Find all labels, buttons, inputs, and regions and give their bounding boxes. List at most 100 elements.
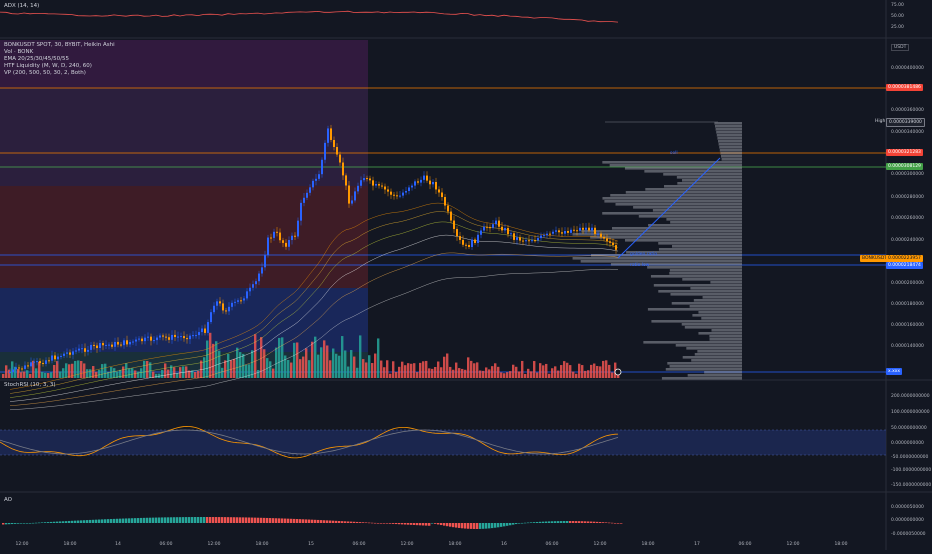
time-label: 14	[115, 542, 121, 547]
indicator-htf[interactable]: HTF Liquidity (M, W, D, 240, 60)	[4, 63, 92, 69]
ao-bar	[479, 523, 482, 529]
ao-bar	[212, 517, 215, 523]
ao-bar	[488, 523, 491, 529]
volume-bar	[608, 364, 611, 378]
candle-body	[213, 305, 215, 313]
candle-body	[507, 228, 509, 235]
candle-body	[204, 328, 206, 333]
vp-row	[681, 179, 742, 182]
volume-bar	[62, 368, 65, 378]
ao-bar	[74, 520, 77, 523]
candle-body	[159, 335, 161, 338]
ao-bar	[605, 522, 608, 523]
volume-bar	[155, 373, 158, 378]
ao-bar	[410, 523, 413, 525]
ao-bar	[50, 521, 53, 523]
candle-body	[564, 231, 566, 234]
vp-row	[602, 161, 742, 164]
ao-bar	[197, 517, 200, 523]
volume-bar	[50, 372, 53, 378]
ao-bar	[401, 523, 404, 525]
indicator-ema[interactable]: EMA 20/25/30/45/50/55	[4, 56, 69, 62]
volume-bar	[431, 368, 434, 378]
volume-bar	[119, 369, 122, 378]
ao-bar	[587, 521, 590, 523]
vp-row	[717, 137, 742, 140]
volume-bar	[401, 361, 404, 378]
candle-body	[18, 367, 20, 369]
candle-body	[237, 300, 239, 302]
ao-bar	[41, 522, 44, 524]
candle-body	[366, 178, 368, 180]
note-golden-ratio[interactable]: golden ratio	[630, 252, 658, 257]
volume-bar	[170, 365, 173, 378]
candle-body	[420, 179, 422, 183]
ao-bar	[287, 518, 290, 523]
candle-body	[438, 189, 440, 193]
vp-row	[648, 224, 742, 227]
note-ratio-low[interactable]: ratio low	[630, 263, 650, 268]
volume-bar	[113, 368, 116, 378]
candle-body	[111, 344, 113, 347]
ao-bar	[71, 520, 74, 523]
ao-bar	[83, 520, 86, 523]
ao-bar	[68, 520, 71, 523]
vp-row	[602, 197, 742, 200]
time-label: 12:00	[786, 542, 800, 547]
time-label: 06:00	[352, 542, 366, 547]
adx-scale-75: 75.00	[891, 3, 904, 8]
ao-bar	[434, 523, 437, 524]
volume-bar	[302, 356, 305, 378]
candle-body	[93, 344, 95, 346]
vp-row	[691, 359, 742, 362]
scale-9: 0.0000160000	[891, 323, 924, 328]
volume-bar	[476, 362, 479, 378]
volume-bar	[125, 363, 128, 378]
candle-body	[555, 230, 557, 232]
ao-bar	[320, 520, 323, 523]
volume-bar	[77, 360, 80, 378]
candle-body	[39, 361, 41, 364]
ao-bar	[137, 518, 140, 523]
candle-body	[165, 336, 167, 338]
ao-bar	[209, 517, 212, 523]
ao-bar	[350, 521, 353, 523]
adx-label[interactable]: ADX (14, 14)	[4, 3, 40, 9]
candle-body	[372, 180, 374, 186]
volume-bar	[107, 372, 110, 378]
indicator-vol[interactable]: Vol · BONK	[4, 49, 34, 55]
candle-body	[381, 185, 383, 187]
candle-body	[495, 220, 497, 225]
candle-body	[489, 227, 491, 229]
symbol-title[interactable]: BONKUSDT SPOT, 30, BYBIT, Heikin Ashi	[4, 42, 115, 48]
candle-body	[42, 363, 44, 365]
ao-bar	[530, 522, 533, 523]
candle-body	[516, 237, 518, 240]
volume-bar	[449, 366, 452, 378]
vp-row	[694, 353, 742, 356]
indicator-vp[interactable]: VP (200, 500, 50, 30, 2, Both)	[4, 70, 86, 76]
volume-bar	[188, 370, 191, 378]
volume-bar	[566, 362, 569, 378]
stoch-label[interactable]: StochRSI (10, 3, 3)	[4, 382, 56, 388]
note-sell[interactable]: sell	[670, 151, 678, 156]
candle-body	[234, 301, 236, 303]
candle-body	[417, 181, 419, 183]
volume-bar	[461, 368, 464, 378]
ao-bar	[44, 522, 47, 523]
time-label: 12:00	[15, 542, 29, 547]
vp-row	[692, 314, 742, 317]
vp-row	[590, 236, 742, 239]
ao-label[interactable]: AO	[4, 497, 12, 503]
vp-row	[572, 233, 742, 236]
ao-bar	[164, 517, 167, 523]
price-tag-high: 0.0000339000	[886, 118, 925, 127]
ao-bar	[179, 517, 182, 523]
candle-body	[231, 302, 233, 307]
ao-bar	[602, 522, 605, 523]
ao-bar	[236, 517, 239, 523]
volume-bar	[512, 364, 515, 378]
currency-button[interactable]: USDT	[891, 44, 910, 51]
